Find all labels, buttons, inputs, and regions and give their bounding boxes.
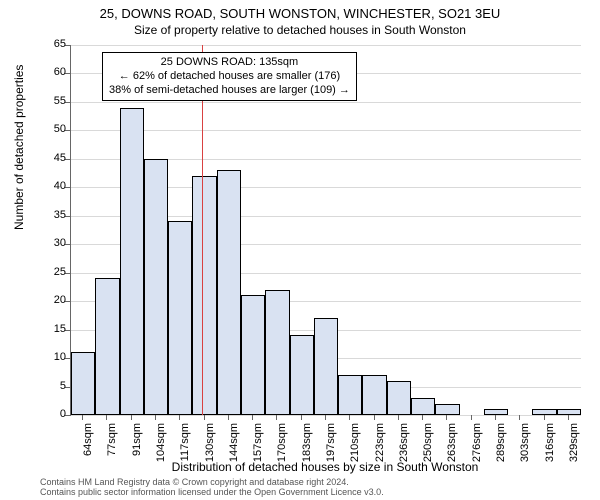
ytick-label: 65 bbox=[36, 38, 66, 50]
xtick-label: 276sqm bbox=[471, 423, 483, 483]
xtick-mark bbox=[544, 415, 545, 420]
histogram-bar bbox=[120, 108, 144, 415]
xtick-mark bbox=[204, 415, 205, 420]
xtick-label: 130sqm bbox=[204, 423, 216, 483]
histogram-bar bbox=[362, 375, 386, 415]
xtick-label: 197sqm bbox=[325, 423, 337, 483]
xtick-mark bbox=[471, 415, 472, 420]
xtick-mark bbox=[252, 415, 253, 420]
xtick-label: 183sqm bbox=[301, 423, 313, 483]
ytick-label: 45 bbox=[36, 152, 66, 164]
gridline bbox=[71, 415, 581, 416]
xtick-mark bbox=[398, 415, 399, 420]
ytick-label: 10 bbox=[36, 351, 66, 363]
histogram-bar bbox=[435, 404, 459, 415]
xtick-mark bbox=[422, 415, 423, 420]
histogram-bar bbox=[144, 159, 168, 415]
annotation-line-2: ← 62% of detached houses are smaller (17… bbox=[109, 70, 350, 84]
xtick-mark bbox=[495, 415, 496, 420]
histogram-bar bbox=[241, 295, 265, 415]
xtick-label: 77sqm bbox=[106, 423, 118, 483]
xtick-mark bbox=[131, 415, 132, 420]
gridline bbox=[71, 102, 581, 103]
xtick-mark bbox=[519, 415, 520, 420]
histogram-bar bbox=[338, 375, 362, 415]
annotation-line-1: 25 DOWNS ROAD: 135sqm bbox=[109, 56, 350, 70]
xtick-label: 236sqm bbox=[398, 423, 410, 483]
xtick-mark bbox=[301, 415, 302, 420]
xtick-mark bbox=[374, 415, 375, 420]
xtick-label: 223sqm bbox=[374, 423, 386, 483]
xtick-mark bbox=[179, 415, 180, 420]
xtick-label: 157sqm bbox=[252, 423, 264, 483]
annotation-line-3: 38% of semi-detached houses are larger (… bbox=[109, 84, 350, 98]
ytick-label: 5 bbox=[36, 380, 66, 392]
ytick-label: 40 bbox=[36, 180, 66, 192]
ytick-label: 60 bbox=[36, 66, 66, 78]
xtick-mark bbox=[349, 415, 350, 420]
gridline bbox=[71, 45, 581, 46]
histogram-bar bbox=[71, 352, 95, 415]
xtick-mark bbox=[155, 415, 156, 420]
xtick-label: 210sqm bbox=[349, 423, 361, 483]
xtick-label: 144sqm bbox=[228, 423, 240, 483]
ytick-label: 20 bbox=[36, 294, 66, 306]
xtick-label: 64sqm bbox=[82, 423, 94, 483]
xtick-mark bbox=[325, 415, 326, 420]
gridline bbox=[71, 130, 581, 131]
chart-title: 25, DOWNS ROAD, SOUTH WONSTON, WINCHESTE… bbox=[0, 6, 600, 21]
xtick-mark bbox=[446, 415, 447, 420]
xtick-mark bbox=[106, 415, 107, 420]
xtick-label: 303sqm bbox=[519, 423, 531, 483]
ytick-label: 25 bbox=[36, 266, 66, 278]
histogram-bar bbox=[192, 176, 216, 415]
xtick-label: 289sqm bbox=[495, 423, 507, 483]
histogram-bar bbox=[314, 318, 338, 415]
chart-subtitle: Size of property relative to detached ho… bbox=[0, 23, 600, 37]
xtick-label: 104sqm bbox=[155, 423, 167, 483]
xtick-label: 250sqm bbox=[422, 423, 434, 483]
xtick-mark bbox=[82, 415, 83, 420]
xtick-label: 263sqm bbox=[446, 423, 458, 483]
footer-line-2: Contains public sector information licen… bbox=[40, 488, 384, 498]
ytick-label: 15 bbox=[36, 323, 66, 335]
xtick-label: 91sqm bbox=[131, 423, 143, 483]
ytick-label: 50 bbox=[36, 123, 66, 135]
chart-container: 25, DOWNS ROAD, SOUTH WONSTON, WINCHESTE… bbox=[0, 0, 600, 500]
ytick-label: 35 bbox=[36, 209, 66, 221]
histogram-bar bbox=[387, 381, 411, 415]
histogram-bar bbox=[265, 290, 289, 415]
xtick-label: 117sqm bbox=[179, 423, 191, 483]
xtick-mark bbox=[276, 415, 277, 420]
histogram-bar bbox=[290, 335, 314, 415]
annotation-box: 25 DOWNS ROAD: 135sqm← 62% of detached h… bbox=[102, 52, 357, 101]
ytick-label: 30 bbox=[36, 237, 66, 249]
ytick-label: 55 bbox=[36, 95, 66, 107]
histogram-bar bbox=[557, 409, 581, 415]
histogram-bar bbox=[532, 409, 556, 415]
y-axis-label: Number of detached properties bbox=[12, 65, 26, 230]
xtick-label: 316sqm bbox=[544, 423, 556, 483]
xtick-mark bbox=[568, 415, 569, 420]
histogram-bar bbox=[411, 398, 435, 415]
xtick-label: 329sqm bbox=[568, 423, 580, 483]
histogram-bar bbox=[95, 278, 119, 415]
xtick-label: 170sqm bbox=[276, 423, 288, 483]
histogram-bar bbox=[217, 170, 241, 415]
histogram-bar bbox=[168, 221, 192, 415]
xtick-mark bbox=[228, 415, 229, 420]
ytick-label: 0 bbox=[36, 408, 66, 420]
